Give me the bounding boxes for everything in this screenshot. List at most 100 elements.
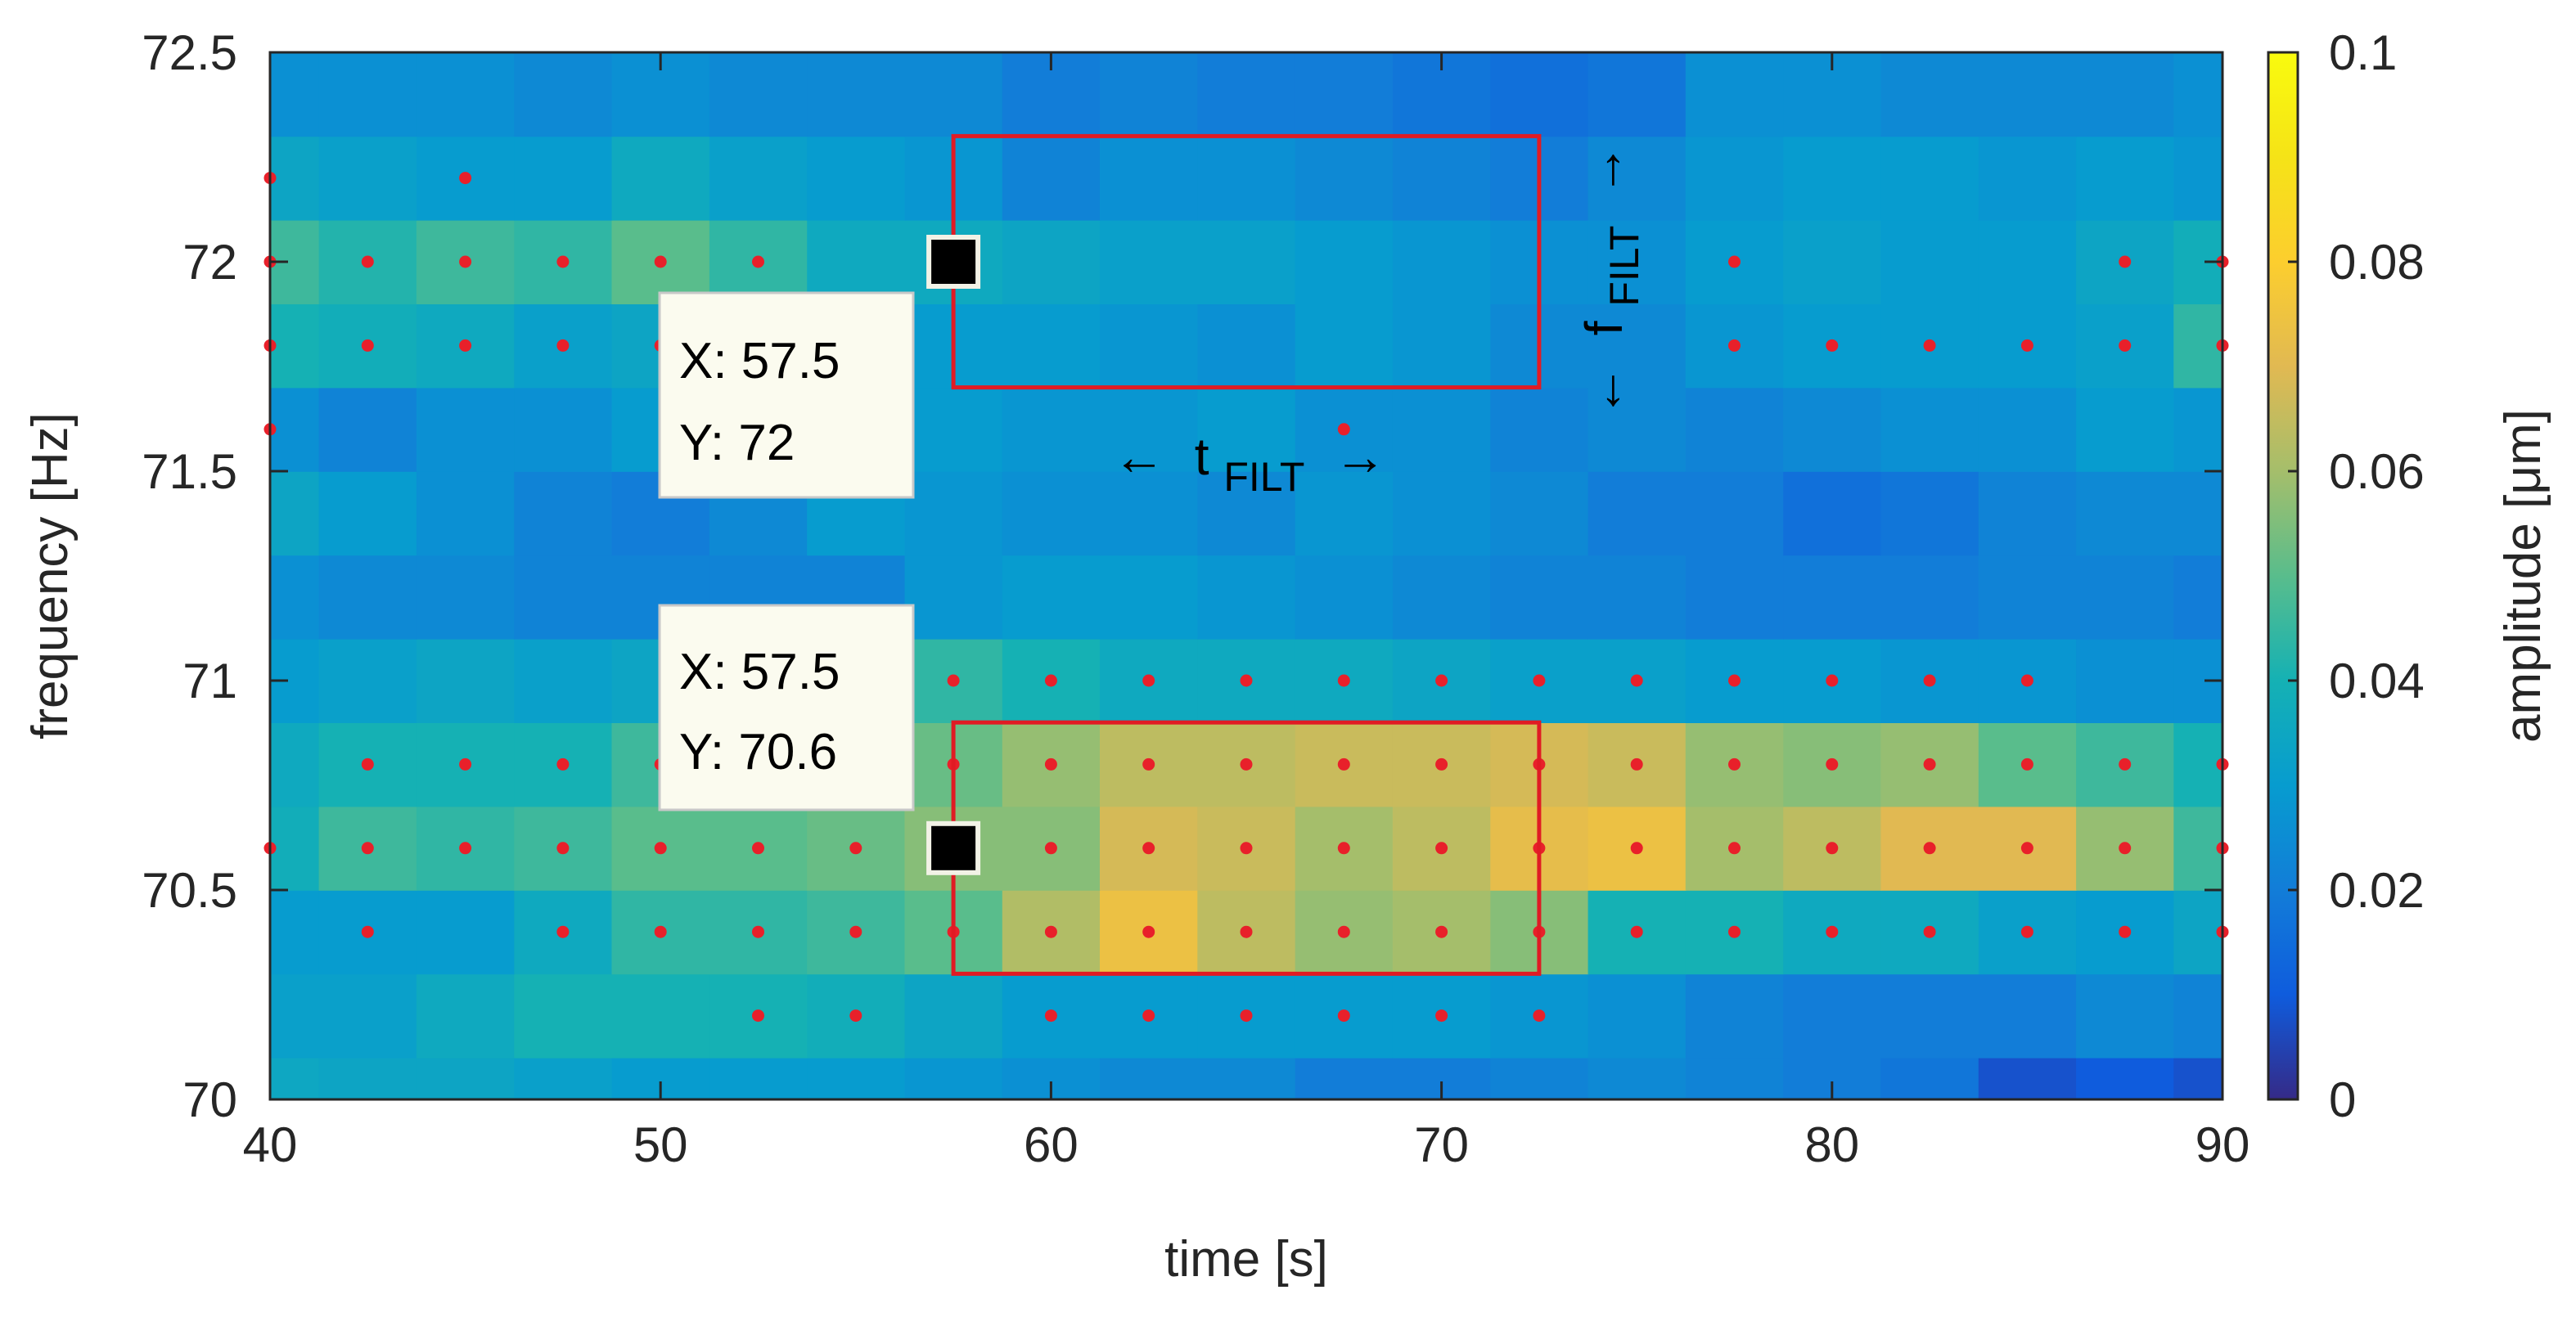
- peak-marker: [1923, 674, 1936, 687]
- heatmap-cell: [1783, 471, 1882, 556]
- datatip-marker-2[interactable]: [926, 820, 981, 875]
- heatmap-cell: [1587, 136, 1687, 221]
- t-filt-annotation: ← t FILT →: [1113, 427, 1386, 502]
- peak-marker: [556, 339, 570, 352]
- peak-marker: [1337, 842, 1350, 855]
- heatmap-cell: [2173, 973, 2222, 1059]
- datatip-1[interactable]: X: 57.5 Y: 72: [658, 291, 915, 499]
- heatmap-cell: [1978, 1057, 2077, 1099]
- datatip-marker-1[interactable]: [926, 235, 981, 289]
- heatmap-cell: [1880, 387, 1979, 472]
- heatmap-cell: [904, 1057, 1003, 1099]
- peak-marker: [752, 255, 764, 268]
- heatmap-cell: [514, 638, 613, 723]
- peak-marker: [1826, 674, 1839, 687]
- heatmap-cell: [1978, 219, 2077, 304]
- heatmap-cell: [1100, 387, 1199, 472]
- heatmap-cell: [2173, 722, 2222, 807]
- peak-marker: [1142, 925, 1155, 938]
- heatmap-cell: [1587, 1057, 1687, 1099]
- heatmap-cell: [807, 219, 906, 304]
- heatmap-cell: [1880, 219, 1979, 304]
- datatip-2[interactable]: X: 57.5 Y: 70.6: [658, 604, 915, 811]
- datatip-1-y: Y: 72: [679, 415, 795, 471]
- heatmap-cell: [1100, 136, 1199, 221]
- peak-marker: [1240, 1009, 1253, 1023]
- peak-marker: [1337, 674, 1350, 687]
- peak-marker: [1826, 842, 1839, 855]
- svg-text:← f FILT →: ← f FILT →: [1574, 144, 1650, 417]
- peak-marker: [2020, 674, 2033, 687]
- peak-marker: [1337, 925, 1350, 938]
- heatmap-cell: [1587, 303, 1687, 389]
- heatmap-cell: [416, 387, 515, 472]
- x-tick-label: 50: [633, 1117, 688, 1172]
- heatmap-cell: [1978, 52, 2077, 137]
- heatmap-cell: [514, 52, 613, 137]
- f-filt-subscript: FILT: [1601, 226, 1647, 307]
- peak-markers: [263, 172, 2229, 1023]
- heatmap-cell: [1685, 471, 1784, 556]
- heatmap-cell: [904, 973, 1003, 1059]
- heatmap-cell: [1392, 219, 1491, 304]
- peak-marker: [2119, 925, 2132, 938]
- heatmap-cell: [1978, 973, 2077, 1059]
- heatmap-cell: [1100, 1057, 1199, 1099]
- heatmap-cell: [270, 303, 320, 389]
- peak-marker: [556, 925, 570, 938]
- heatmap-cell: [2076, 136, 2175, 221]
- heatmap-cell: [1295, 555, 1394, 640]
- heatmap-cell: [1783, 136, 1882, 221]
- peak-marker: [1923, 842, 1936, 855]
- peak-marker: [1728, 674, 1741, 687]
- heatmap-cell: [904, 52, 1003, 137]
- heatmap-cell: [1392, 555, 1491, 640]
- heatmap-cell: [1490, 471, 1589, 556]
- heatmap-cell: [1295, 52, 1394, 137]
- peak-marker: [459, 757, 472, 771]
- f-filt-label: f: [1574, 321, 1633, 335]
- heatmap-cell: [514, 471, 613, 556]
- heatmap-cell: [2076, 1057, 2175, 1099]
- f-filt-annotation: ← f FILT →: [1574, 144, 1650, 417]
- colorbar-tick-label: 0.02: [2329, 863, 2425, 918]
- svg-text:← t FILT →: ← t FILT →: [1113, 427, 1386, 502]
- y-tick-label: 70.5: [142, 863, 237, 918]
- heatmap-cell: [1880, 973, 1979, 1059]
- colorbar-label: amplitude [μm]: [2495, 409, 2551, 743]
- peak-marker: [2119, 842, 2132, 855]
- heatmap-cell: [1002, 471, 1101, 556]
- peak-marker: [1826, 757, 1839, 771]
- heatmap-cell: [318, 52, 417, 137]
- peak-marker: [752, 1009, 764, 1023]
- datatip-1-box: [658, 291, 915, 499]
- x-tick-label: 70: [1414, 1117, 1469, 1172]
- heatmap-cell: [514, 555, 613, 640]
- t-filt-arrow-right: →: [1334, 427, 1386, 486]
- heatmap-cell: [318, 973, 417, 1059]
- heatmap-cell: [1392, 136, 1491, 221]
- peak-marker: [1337, 1009, 1350, 1023]
- heatmap-cell: [270, 555, 320, 640]
- f-filt-arrow-low: ←: [1574, 365, 1633, 417]
- heatmap-cell: [1587, 219, 1687, 304]
- heatmap-cell: [1392, 387, 1491, 472]
- peak-marker: [1435, 674, 1448, 687]
- colorbar-ticks: 0 0.02 0.04 0.06 0.08 0.1: [2288, 25, 2425, 1127]
- plot-frame: [268, 51, 2224, 1101]
- peak-marker: [361, 255, 374, 268]
- peak-marker: [1044, 757, 1057, 771]
- heatmap-cell: [2173, 136, 2222, 221]
- peak-marker: [1728, 339, 1741, 352]
- heatmap-cell: [1002, 387, 1101, 472]
- heatmap-cell: [514, 387, 613, 472]
- heatmap-cell: [1587, 555, 1687, 640]
- t-filt-arrow-left: ←: [1113, 427, 1165, 486]
- peak-marker: [1533, 1009, 1546, 1023]
- heatmap-cell: [1783, 555, 1882, 640]
- peak-marker: [1533, 674, 1546, 687]
- heatmap-cell: [1783, 387, 1882, 472]
- heatmap-cell: [1490, 52, 1589, 137]
- heatmap-cell: [1197, 52, 1296, 137]
- peak-marker: [1728, 255, 1741, 268]
